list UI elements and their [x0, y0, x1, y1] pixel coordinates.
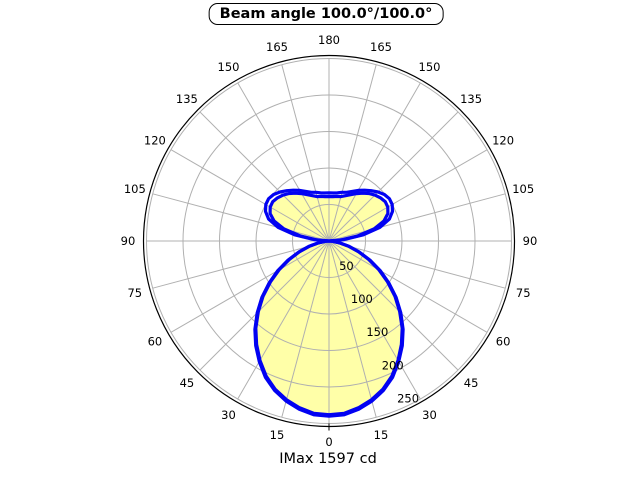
r-label-200: 200 — [382, 358, 404, 372]
grid-radial-315 — [199, 240, 330, 371]
theta-label-75-left: 75 — [127, 286, 142, 300]
theta-label-75-right: 75 — [516, 286, 531, 300]
theta-label-105-right: 105 — [512, 182, 534, 196]
imax-label: IMax 1597 cd — [279, 451, 377, 467]
grid-radial-75 — [328, 240, 506, 289]
grid-radial-45 — [328, 240, 459, 371]
theta-label-165-right: 165 — [370, 40, 392, 54]
theta-label-30-right: 30 — [422, 408, 437, 422]
beam-curve-c90 — [254, 191, 404, 417]
grid-radial-15 — [328, 240, 377, 418]
grid-radial-150 — [328, 82, 421, 242]
theta-label-150-left: 150 — [218, 60, 240, 74]
theta-label-135-left: 135 — [176, 92, 198, 106]
grid-radial-330 — [237, 240, 330, 400]
theta-label-15-right: 15 — [374, 428, 389, 442]
theta-label-30-left: 30 — [221, 408, 236, 422]
grid-radial-345 — [281, 240, 330, 418]
r-label-50: 50 — [339, 259, 354, 273]
grid-radial-240 — [170, 149, 330, 242]
theta-label-105-left: 105 — [124, 182, 146, 196]
chart-title: Beam angle 100.0°/100.0° — [219, 6, 433, 22]
theta-label-0-right: 0 — [325, 435, 332, 449]
grid-radial-120 — [328, 149, 488, 242]
theta-label-90-left: 90 — [121, 234, 136, 248]
theta-label-15-left: 15 — [270, 428, 285, 442]
theta-label-135-right: 135 — [460, 92, 482, 106]
theta-label-165-left: 165 — [266, 40, 288, 54]
theta-label-60-left: 60 — [148, 335, 163, 349]
grid-radial-60 — [328, 240, 488, 333]
r-label-150: 150 — [366, 325, 388, 339]
theta-label-45-right: 45 — [464, 376, 479, 390]
grid-radial-210 — [237, 82, 330, 242]
grid-radial-105 — [328, 193, 506, 242]
r-label-250: 250 — [397, 391, 419, 405]
grid-radial-285 — [152, 240, 330, 289]
grid-radial-195 — [281, 64, 330, 242]
theta-label-150-right: 150 — [419, 60, 441, 74]
theta-label-120-left: 120 — [144, 134, 166, 148]
grid-radial-225 — [199, 111, 330, 242]
grid-radial-300 — [170, 240, 330, 333]
theta-label-90-right: 90 — [523, 234, 538, 248]
title-box: Beam angle 100.0°/100.0° — [208, 3, 444, 25]
theta-label-180-right: 180 — [318, 33, 340, 47]
grid-radial-30 — [328, 240, 421, 400]
theta-label-120-right: 120 — [492, 134, 514, 148]
theta-label-45-left: 45 — [180, 376, 195, 390]
grid-radial-165 — [328, 64, 377, 242]
grid-radial-135 — [328, 111, 459, 242]
grid-radial-255 — [152, 193, 330, 242]
r-label-100: 100 — [351, 292, 373, 306]
theta-label-60-right: 60 — [496, 335, 511, 349]
